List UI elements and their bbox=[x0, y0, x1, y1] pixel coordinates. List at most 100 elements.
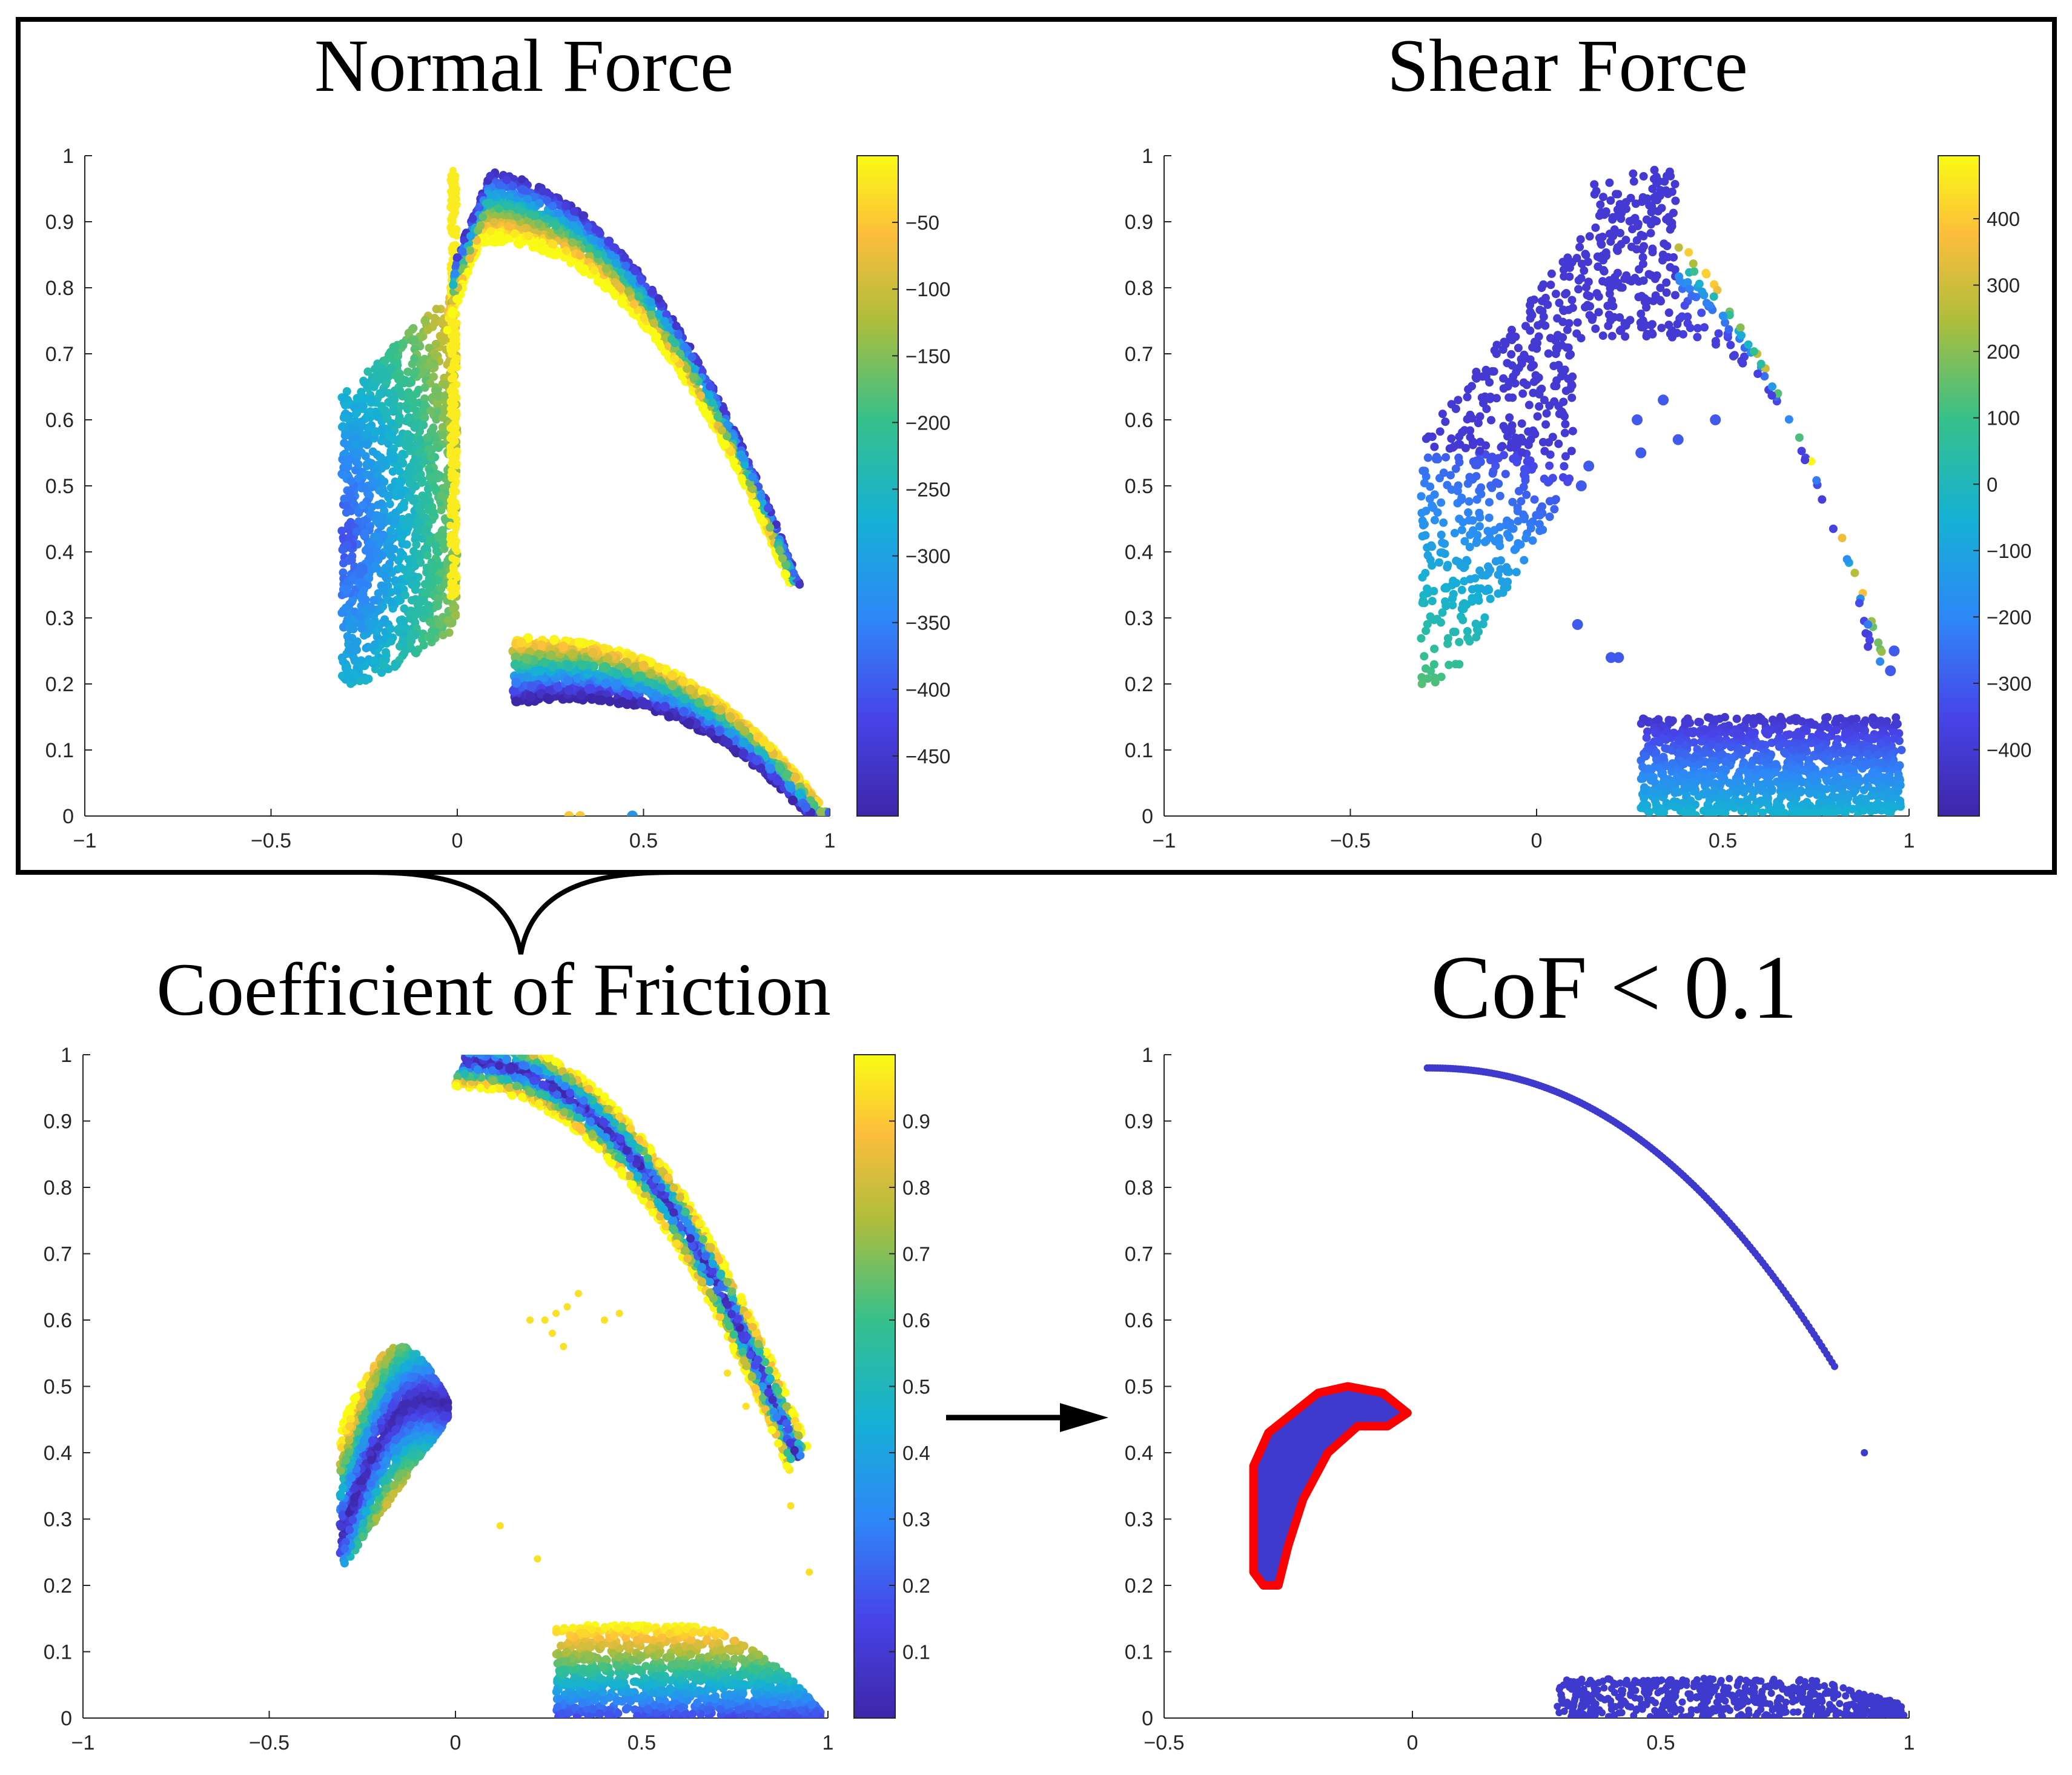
data-point bbox=[446, 511, 454, 519]
normal-lower-point bbox=[678, 706, 689, 717]
data-point bbox=[452, 589, 460, 597]
normal-wedge-point bbox=[353, 394, 362, 403]
data-point bbox=[452, 556, 460, 564]
normal-arc-point bbox=[448, 307, 457, 316]
normal-lower-point bbox=[511, 652, 521, 662]
normal-wedge-point bbox=[400, 591, 409, 600]
normal-lower-point bbox=[622, 668, 632, 678]
normal-arc-point bbox=[535, 199, 544, 208]
normal-wedge-point bbox=[396, 388, 405, 397]
normal-wedge-point bbox=[367, 603, 376, 612]
scatter-points bbox=[337, 167, 830, 816]
arrow-icon bbox=[946, 1403, 1108, 1432]
data-point bbox=[564, 811, 574, 816]
normal-lower-point bbox=[583, 669, 593, 679]
normal-wedge-point bbox=[392, 357, 401, 367]
normal-wedge-point bbox=[369, 596, 379, 605]
colorbar-tick-label: −250 bbox=[905, 479, 950, 501]
normal-wedge-point bbox=[349, 646, 359, 655]
y-tick-label: 1 bbox=[62, 145, 74, 168]
normal-arc-point bbox=[781, 570, 790, 579]
normal-wedge-point bbox=[397, 534, 406, 543]
colorbar-tick-label: 400 bbox=[1987, 208, 2020, 230]
normal-arc-point bbox=[568, 238, 577, 247]
normal-wedge-point bbox=[341, 661, 350, 670]
normal-arc-point bbox=[513, 239, 522, 248]
normal-arc-point bbox=[676, 367, 685, 376]
data-point bbox=[450, 579, 458, 586]
normal-lower-point bbox=[538, 657, 548, 668]
normal-arc-point bbox=[717, 426, 726, 435]
normal-wedge-point bbox=[440, 404, 449, 413]
normal-lower-point bbox=[511, 696, 521, 706]
normal-wedge-point bbox=[342, 586, 351, 595]
normal-wedge-point bbox=[404, 388, 413, 397]
normal-wedge-point bbox=[344, 520, 353, 529]
normal-wedge-point bbox=[412, 649, 421, 658]
normal-lower-point bbox=[725, 712, 735, 722]
data-point bbox=[448, 350, 455, 358]
normal-arc-point bbox=[748, 473, 757, 482]
normal-arc-point bbox=[452, 294, 462, 304]
normal-lower-point bbox=[620, 689, 631, 700]
normal-wedge-point bbox=[377, 551, 386, 560]
normal-arc-point bbox=[672, 321, 681, 330]
normal-arc-point bbox=[486, 227, 495, 236]
data-point bbox=[452, 425, 460, 433]
normal-wedge-point bbox=[440, 380, 449, 389]
normal-wedge-point bbox=[346, 476, 356, 485]
normal-wedge-point bbox=[359, 483, 368, 493]
normal-wedge-point bbox=[352, 528, 361, 537]
normal-wedge-point bbox=[394, 375, 403, 384]
normal-wedge-point bbox=[438, 431, 447, 440]
normal-wedge-point bbox=[419, 420, 428, 430]
normal-wedge-point bbox=[426, 427, 435, 436]
normal-lower-point bbox=[604, 696, 615, 706]
colorbar-tick-label: −350 bbox=[905, 612, 950, 634]
normal-arc-point bbox=[670, 354, 680, 363]
shear-body-point bbox=[1671, 196, 1680, 205]
normal-lower-point bbox=[824, 808, 830, 816]
normal-lower-point bbox=[528, 655, 538, 665]
colorbar-tick-label: 300 bbox=[1987, 274, 2020, 297]
normal-wedge-point bbox=[377, 499, 386, 508]
x-tick-label: −1 bbox=[73, 829, 97, 852]
normal-wedge-point bbox=[364, 674, 373, 683]
normal-wedge-point bbox=[346, 416, 355, 425]
shear-body-point bbox=[1583, 291, 1592, 300]
normal-wedge-point bbox=[353, 637, 362, 646]
normal-arc-point bbox=[640, 313, 649, 322]
normal-force-plot: 00.10.20.30.40.50.60.70.80.91−1 −0.5 0 0.5 1… bbox=[45, 145, 951, 852]
title-normal-force: Normal Force bbox=[314, 24, 733, 107]
normal-wedge-point bbox=[420, 394, 429, 403]
y-tick-label: 0.8 bbox=[1125, 277, 1153, 300]
normal-wedge-point bbox=[386, 637, 396, 646]
normal-wedge-point bbox=[363, 367, 372, 376]
normal-wedge-point bbox=[358, 401, 367, 410]
data-point bbox=[448, 332, 455, 340]
normal-arc-point bbox=[647, 311, 656, 320]
normal-wedge-point bbox=[379, 585, 388, 594]
colorbar-tick-label: −150 bbox=[905, 345, 950, 367]
normal-arc-point bbox=[573, 227, 582, 236]
normal-wedge-point bbox=[422, 544, 431, 553]
normal-arc-point bbox=[538, 247, 547, 256]
normal-lower-point bbox=[668, 697, 678, 707]
normal-wedge-point bbox=[349, 500, 359, 509]
normal-arc-point bbox=[660, 317, 669, 326]
data-point bbox=[449, 195, 457, 203]
x-tick-label: 0.5 bbox=[629, 829, 658, 852]
data-point bbox=[452, 337, 460, 345]
normal-wedge-point bbox=[423, 433, 432, 442]
normal-wedge-point bbox=[392, 484, 402, 493]
normal-lower-point bbox=[716, 712, 726, 722]
y-tick-label: 0.7 bbox=[1125, 343, 1153, 366]
normal-lower-point bbox=[586, 693, 597, 703]
normal-wedge-point bbox=[418, 534, 427, 543]
data-point bbox=[449, 534, 457, 542]
normal-arc-point bbox=[458, 247, 467, 256]
normal-wedge-point bbox=[399, 503, 408, 512]
normal-wedge-point bbox=[420, 413, 429, 422]
normal-wedge-point bbox=[416, 558, 425, 567]
normal-wedge-point bbox=[439, 631, 448, 640]
